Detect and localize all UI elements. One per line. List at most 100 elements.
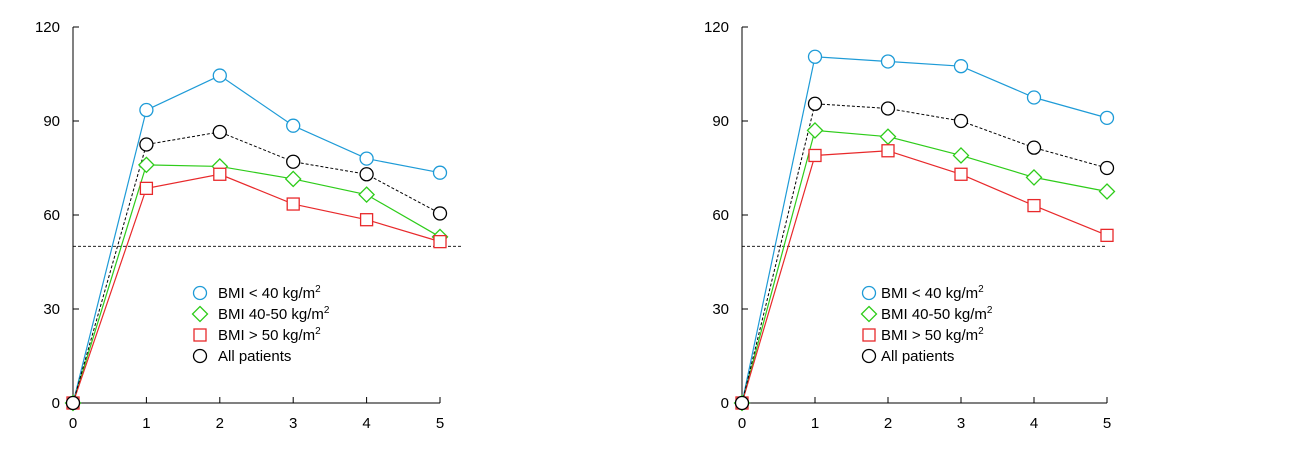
legend-label-text: BMI 40-50 kg/m (881, 306, 987, 323)
legend-label-superscript: 2 (315, 284, 321, 295)
data-point (359, 151, 374, 166)
legend-marker-circle-icon (192, 348, 208, 364)
data-point (284, 170, 302, 188)
data-point (953, 113, 969, 129)
x-tick-label: 5 (436, 415, 444, 432)
x-tick-label: 1 (811, 415, 819, 432)
data-point (433, 234, 447, 249)
x-tick-label: 3 (289, 415, 297, 432)
legend-label-text: BMI > 50 kg/m (218, 327, 315, 344)
legend-marker-circle-icon (192, 285, 208, 301)
data-point (286, 154, 301, 169)
legend-label-text: BMI 40-50 kg/m (218, 306, 324, 323)
data-point (880, 101, 896, 116)
series-line-2 (72, 164, 441, 404)
data-point (359, 213, 374, 227)
data-point (137, 156, 155, 174)
y-tick-label: 90 (712, 113, 729, 130)
x-tick-label: 5 (1103, 415, 1111, 432)
legend-label-superscript: 2 (987, 305, 993, 316)
data-point (1098, 183, 1116, 200)
y-tick-label: 60 (43, 207, 60, 224)
series-line-1 (72, 74, 441, 404)
series-line-4 (741, 103, 1108, 404)
data-point (432, 165, 448, 180)
data-point (1026, 140, 1042, 155)
x-tick-label: 3 (957, 415, 965, 432)
x-tick-label: 1 (142, 415, 150, 432)
data-point (212, 68, 227, 83)
y-tick-label: 30 (712, 301, 729, 318)
data-point (359, 167, 374, 182)
legend-label: BMI 40-50 kg/m2 (881, 305, 993, 323)
legend-label: All patients (218, 348, 291, 365)
legend-label: BMI < 40 kg/m2 (881, 284, 984, 302)
data-point (1027, 198, 1041, 213)
series-line-3 (72, 173, 441, 404)
y-tick-label: 0 (52, 395, 60, 412)
data-point (213, 167, 227, 181)
series-line-3 (741, 150, 1108, 404)
data-point (879, 128, 897, 146)
data-point (807, 96, 823, 111)
data-point (65, 395, 81, 411)
legend-label-text: BMI > 50 kg/m (881, 327, 978, 344)
data-point (1099, 110, 1115, 126)
data-point (1026, 90, 1042, 105)
x-tick-label: 2 (216, 415, 224, 432)
data-point (734, 395, 750, 411)
legend-label-text: BMI < 40 kg/m (218, 285, 315, 302)
data-point (806, 121, 824, 139)
data-point (880, 54, 896, 69)
legend-label-text: BMI < 40 kg/m (881, 285, 978, 302)
y-tick-label: 60 (712, 207, 729, 224)
data-point (358, 186, 376, 204)
legend-marker-square-icon (862, 328, 876, 342)
y-tick-label: 120 (35, 19, 60, 36)
legend-label-text: All patients (218, 348, 291, 365)
legend-marker-square-icon (193, 328, 207, 342)
data-point (1100, 228, 1114, 243)
data-point (139, 181, 154, 196)
series-line-2 (741, 129, 1108, 404)
data-point (286, 197, 300, 211)
data-point (432, 206, 448, 221)
series-line-4 (72, 131, 441, 404)
data-point (139, 137, 154, 152)
data-point (807, 49, 823, 64)
legend-label-superscript: 2 (978, 326, 984, 337)
legend-label-superscript: 2 (324, 305, 330, 316)
legend-label: BMI < 40 kg/m2 (218, 284, 321, 302)
legend-label: BMI > 50 kg/m2 (218, 326, 321, 344)
data-point (952, 147, 970, 164)
x-tick-label: 0 (69, 415, 77, 432)
data-point (953, 59, 969, 74)
x-tick-label: 0 (738, 415, 746, 432)
legend-label-text: All patients (881, 348, 954, 365)
data-point (881, 144, 895, 158)
data-point (139, 102, 154, 118)
data-point (808, 148, 822, 163)
legend-marker-diamond-icon (191, 305, 209, 323)
x-tick-label: 4 (362, 415, 370, 432)
x-tick-label: 4 (1030, 415, 1038, 432)
x-tick-label: 2 (884, 415, 892, 432)
legend-marker-diamond-icon (860, 305, 878, 323)
data-point (212, 124, 227, 140)
y-tick-label: 90 (43, 113, 60, 130)
series-line-1 (741, 56, 1108, 404)
legend-marker-circle-icon (861, 348, 877, 364)
data-point (286, 118, 301, 133)
legend-marker-circle-icon (861, 285, 877, 301)
legend-label-superscript: 2 (978, 284, 984, 295)
y-tick-label: 0 (721, 395, 729, 412)
y-tick-label: 30 (43, 301, 60, 318)
legend-label: BMI 40-50 kg/m2 (218, 305, 330, 323)
data-point (1099, 160, 1115, 176)
legend-label-superscript: 2 (315, 326, 321, 337)
